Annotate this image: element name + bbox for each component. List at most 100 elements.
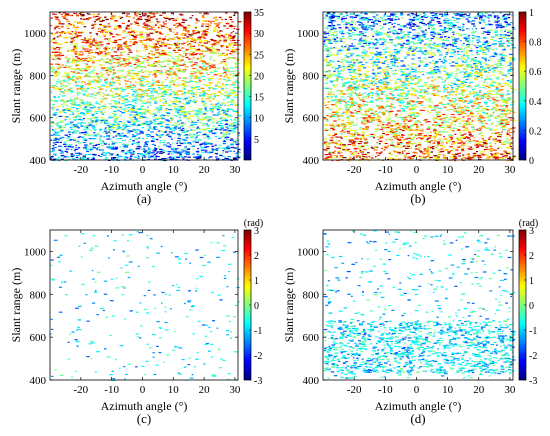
data-speck xyxy=(162,104,165,106)
data-speck xyxy=(133,116,136,118)
data-speck xyxy=(179,153,182,155)
data-speck xyxy=(216,114,219,116)
data-speck xyxy=(182,63,185,65)
data-speck xyxy=(145,134,148,136)
data-speck xyxy=(97,103,101,105)
data-speck xyxy=(208,27,210,29)
data-speck xyxy=(98,105,101,107)
data-speck xyxy=(189,80,194,82)
data-speck xyxy=(163,99,166,101)
data-speck xyxy=(347,119,350,121)
data-speck xyxy=(117,109,120,112)
data-speck xyxy=(186,151,190,153)
data-speck xyxy=(216,109,220,111)
data-speck xyxy=(467,123,471,125)
colorbar-tick-label: 20 xyxy=(254,71,264,82)
data-speck xyxy=(221,35,225,37)
data-speck xyxy=(224,118,228,120)
data-speck xyxy=(472,148,475,150)
data-speck xyxy=(80,122,84,124)
data-speck xyxy=(143,102,148,104)
data-speck xyxy=(139,123,144,125)
data-speck xyxy=(101,69,105,71)
data-speck xyxy=(96,93,98,95)
data-speck xyxy=(78,116,82,118)
data-speck xyxy=(91,61,95,63)
data-speck xyxy=(193,39,197,41)
data-speck xyxy=(421,18,424,21)
data-speck xyxy=(164,157,168,160)
data-speck xyxy=(421,89,426,91)
data-speck xyxy=(412,154,417,157)
data-speck xyxy=(75,64,79,67)
data-speck xyxy=(162,86,165,88)
data-speck xyxy=(101,140,104,142)
data-speck xyxy=(225,111,228,113)
data-speck xyxy=(141,43,145,45)
data-speck xyxy=(480,153,483,155)
data-speck xyxy=(61,155,64,158)
data-speck xyxy=(123,122,125,124)
data-speck xyxy=(55,83,58,85)
data-speck xyxy=(119,92,123,94)
data-speck xyxy=(59,21,61,23)
data-speck xyxy=(122,136,124,138)
data-speck xyxy=(81,89,84,91)
data-speck xyxy=(95,73,99,75)
data-speck xyxy=(476,94,480,96)
data-speck xyxy=(145,20,149,22)
data-speck xyxy=(182,29,187,31)
data-speck xyxy=(177,68,181,70)
data-speck xyxy=(93,39,97,41)
data-speck xyxy=(467,111,470,113)
data-speck xyxy=(413,49,417,51)
data-speck xyxy=(55,16,59,18)
data-speck xyxy=(171,142,174,144)
data-speck xyxy=(185,48,189,51)
data-speck xyxy=(372,136,375,138)
data-speck xyxy=(97,154,100,157)
data-speck xyxy=(143,71,146,73)
data-speck xyxy=(387,63,389,66)
data-speck xyxy=(117,124,121,126)
data-speck xyxy=(119,44,122,46)
data-speck xyxy=(189,48,193,50)
data-speck xyxy=(188,54,191,57)
data-speck xyxy=(54,26,58,28)
data-speck xyxy=(491,82,494,84)
data-speck xyxy=(129,87,132,89)
data-speck xyxy=(100,58,104,60)
data-speck xyxy=(78,32,82,34)
data-speck xyxy=(159,99,162,101)
data-speck xyxy=(112,58,117,60)
data-speck xyxy=(89,43,93,45)
data-speck xyxy=(406,52,411,54)
data-speck xyxy=(112,70,115,72)
data-speck xyxy=(140,66,145,68)
data-speck xyxy=(118,101,120,103)
data-speck xyxy=(161,72,163,74)
data-speck xyxy=(86,148,91,150)
data-speck xyxy=(227,101,231,103)
data-speck xyxy=(231,132,234,134)
data-speck xyxy=(160,45,163,47)
data-speck xyxy=(365,85,368,87)
data-speck xyxy=(98,91,102,93)
data-speck xyxy=(82,103,86,105)
data-speck xyxy=(183,88,187,90)
data-speck xyxy=(84,73,89,75)
data-speck xyxy=(162,12,166,14)
data-speck xyxy=(363,12,367,14)
data-speck xyxy=(174,43,178,45)
data-speck xyxy=(135,22,140,24)
data-speck xyxy=(378,140,383,142)
data-speck xyxy=(167,39,170,41)
data-speck xyxy=(183,142,186,145)
data-speck xyxy=(209,79,212,81)
data-speck xyxy=(119,115,122,117)
data-speck xyxy=(196,132,198,134)
data-speck xyxy=(417,42,420,44)
data-speck xyxy=(142,93,146,95)
data-speck xyxy=(50,55,54,57)
data-speck xyxy=(58,12,61,14)
